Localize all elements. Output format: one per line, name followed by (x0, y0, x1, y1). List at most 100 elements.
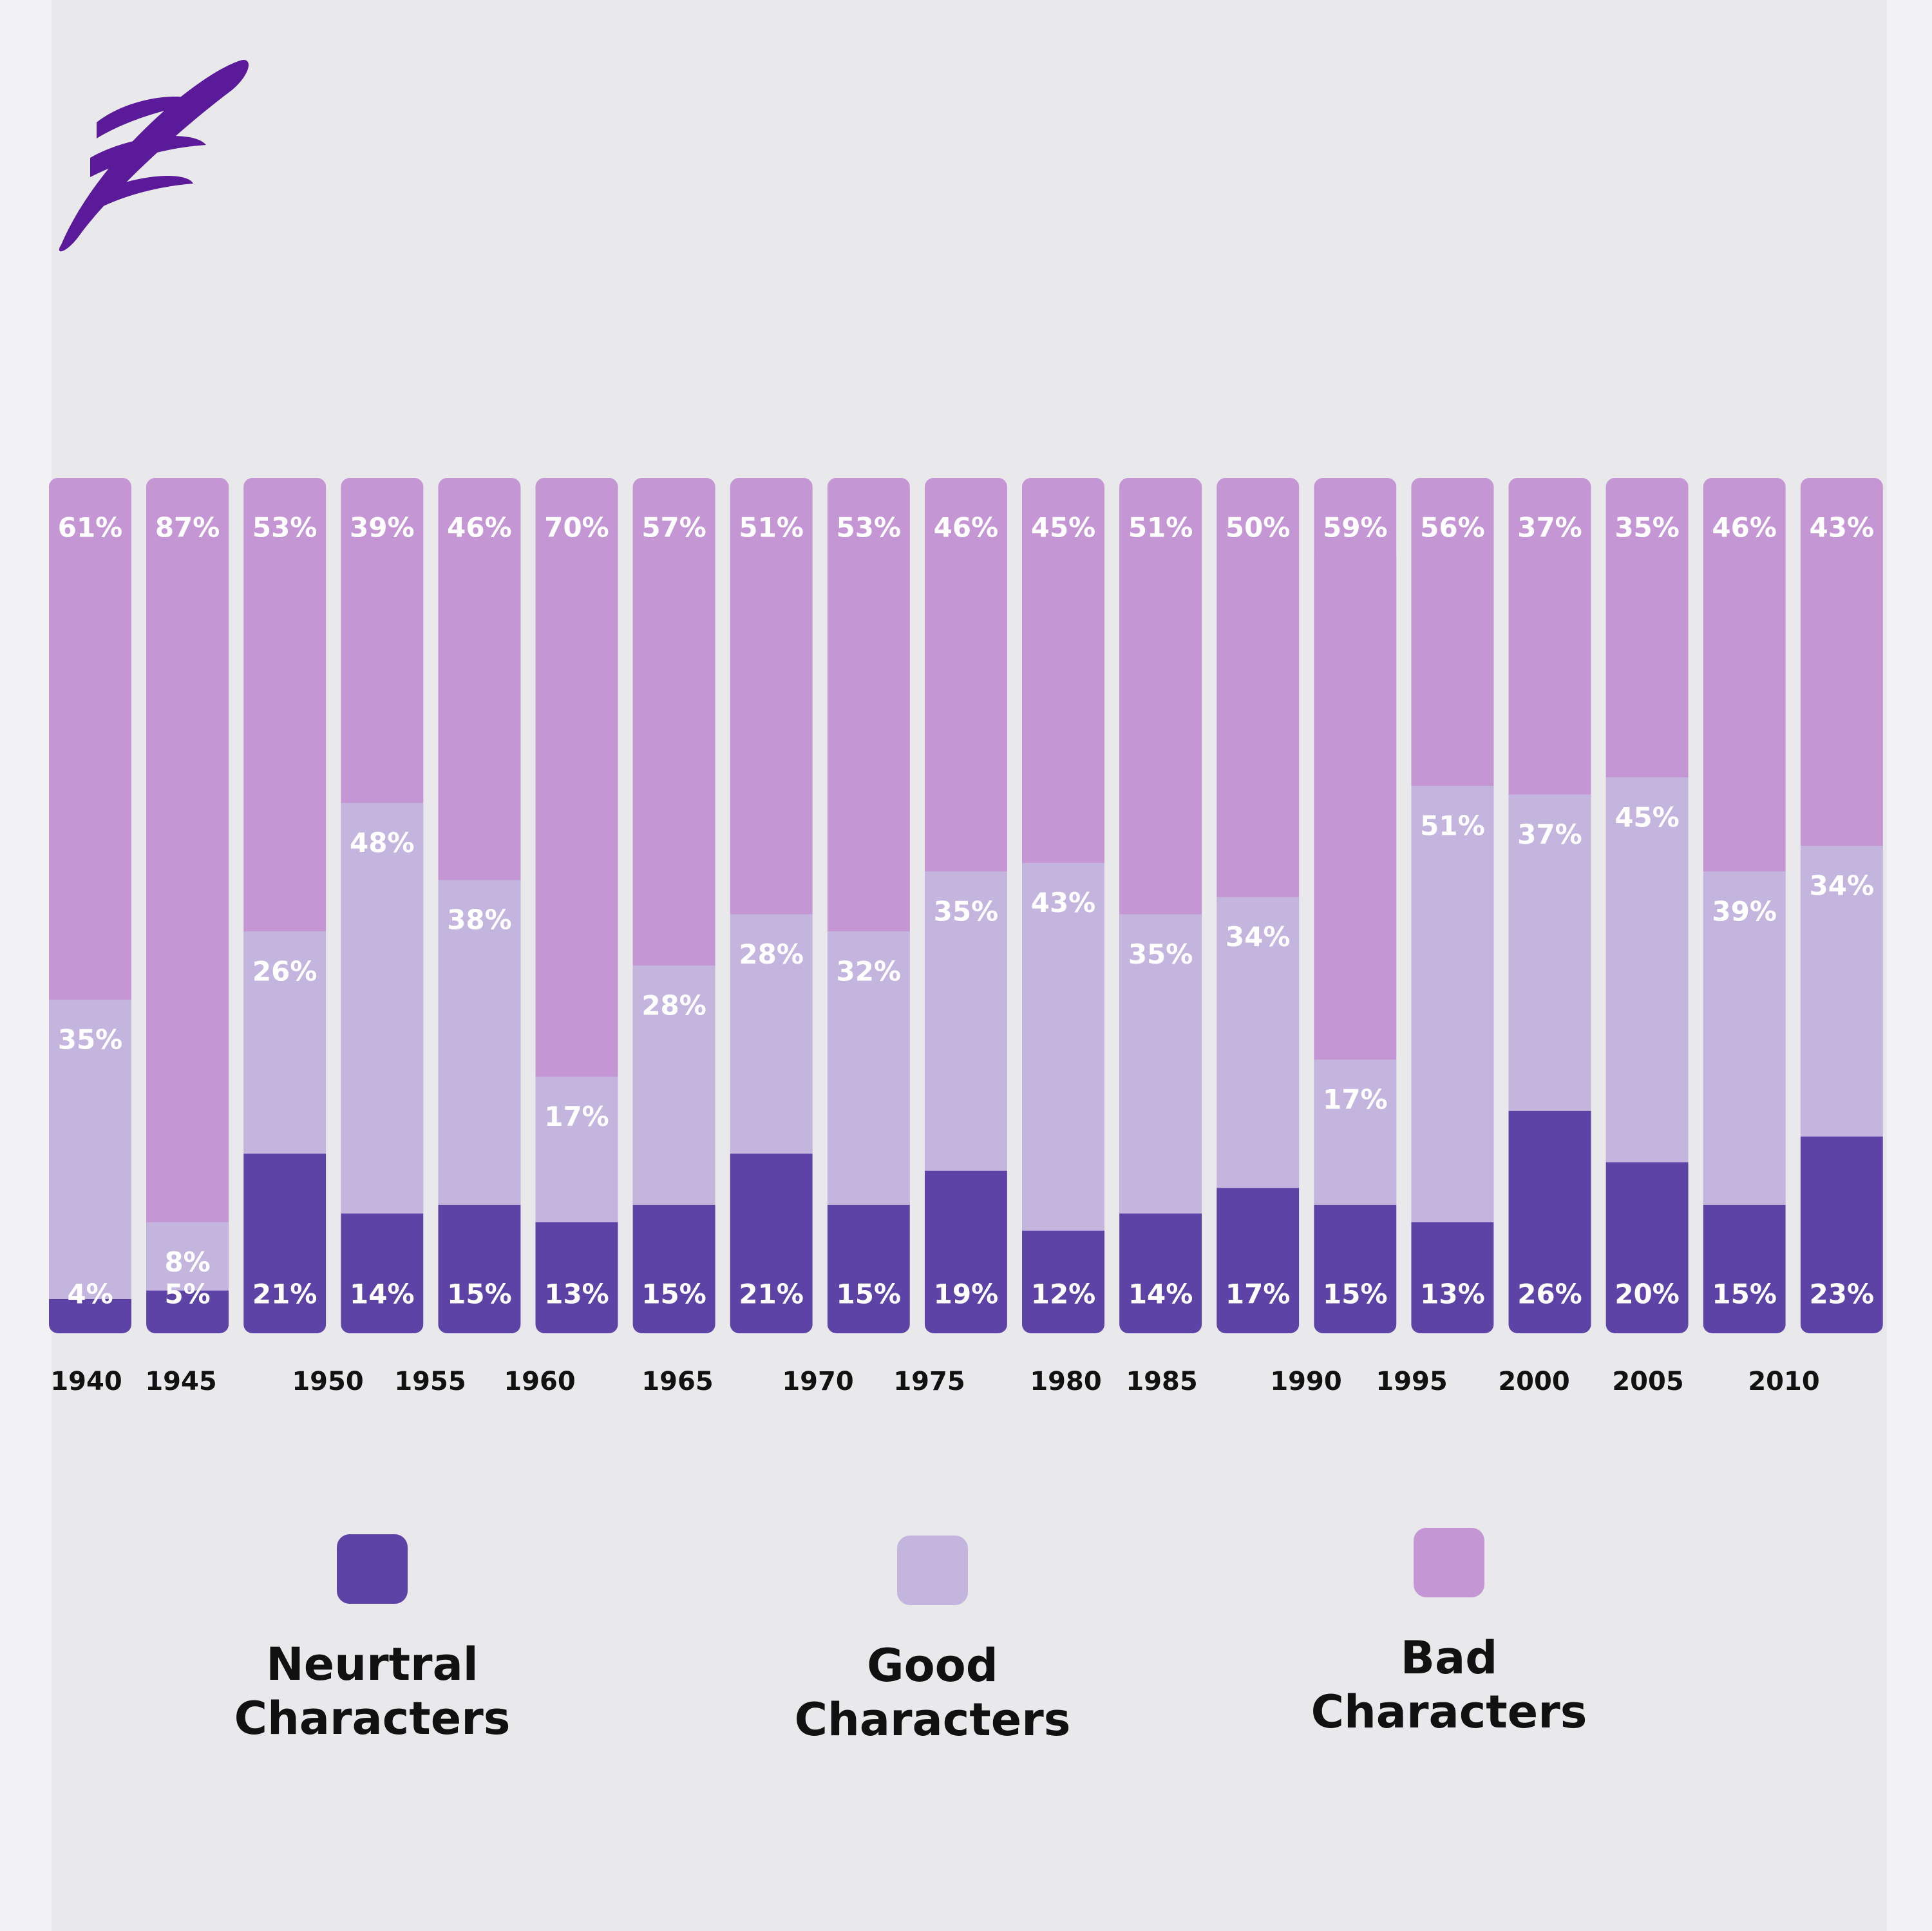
value-label: 39% (350, 512, 415, 544)
bar-segment (49, 1298, 131, 1333)
legend-label: Bad Characters (1311, 1631, 1587, 1738)
bar-segment (1411, 1222, 1494, 1333)
x-label: 1950 (292, 1367, 363, 1396)
value-label: 17% (1226, 1279, 1291, 1310)
bar-stack (49, 478, 131, 1333)
logo (59, 60, 249, 252)
bar-segment (1508, 478, 1591, 795)
x-label: 1965 (641, 1367, 713, 1396)
bar-segment (1508, 1110, 1591, 1333)
value-label: 43% (1810, 512, 1875, 544)
bar-stack (1217, 478, 1300, 1333)
value-label: 8% (164, 1246, 210, 1278)
bar-segment (438, 1204, 521, 1333)
x-label: 1975 (893, 1367, 965, 1396)
bar-segment (243, 931, 327, 1154)
bar-segment (1508, 794, 1591, 1111)
bar-segment (924, 1170, 1007, 1333)
legend-swatch (337, 1534, 408, 1604)
legend-swatch (1414, 1528, 1484, 1597)
value-label: 87% (155, 512, 220, 544)
value-label: 15% (447, 1279, 512, 1310)
bar-segment (1605, 777, 1689, 1163)
value-label: 45% (1031, 512, 1096, 544)
bar-segment (1800, 478, 1883, 846)
bar-stack (1508, 478, 1591, 1333)
bar-segment (827, 931, 910, 1205)
value-label: 50% (1226, 512, 1291, 544)
bar-stack (1022, 478, 1104, 1333)
value-label: 21% (252, 1279, 317, 1310)
bar-segment (1605, 478, 1689, 777)
x-label: 2005 (1612, 1367, 1683, 1396)
bar-segment (1217, 478, 1300, 897)
value-label: 21% (739, 1279, 804, 1310)
bar-segment (438, 486, 521, 880)
value-label: 17% (544, 1101, 609, 1132)
bar-stack (1411, 478, 1494, 1333)
bar-segment (243, 1154, 327, 1333)
bar-stack (438, 478, 521, 1333)
bar-stack (1605, 478, 1689, 1333)
bar-segment (1119, 914, 1202, 1214)
value-label: 26% (1517, 1279, 1582, 1310)
bar-stack (632, 478, 715, 1333)
bar-segment (1605, 1162, 1689, 1333)
value-label: 48% (350, 827, 415, 859)
value-label: 35% (934, 895, 999, 927)
value-label: 57% (641, 512, 706, 544)
bar-segment (535, 1222, 618, 1333)
value-label: 61% (58, 512, 123, 544)
value-label: 14% (350, 1279, 415, 1310)
x-label: 2000 (1498, 1367, 1569, 1396)
value-label: 35% (1128, 938, 1193, 970)
value-label: 32% (837, 955, 902, 987)
bar-stack (827, 478, 910, 1333)
x-label: 1940 (50, 1367, 122, 1396)
bar-segment (535, 1076, 618, 1222)
value-label: 23% (1810, 1279, 1875, 1310)
value-label: 34% (1226, 921, 1291, 953)
bar-segment (1022, 862, 1104, 1231)
bar-segment (730, 478, 813, 915)
bar-segment (632, 478, 715, 966)
value-label: 28% (641, 989, 706, 1021)
bar-segment (924, 478, 1007, 871)
bar-stack (341, 478, 424, 1333)
bar-stack (1703, 478, 1786, 1333)
bar-segment (632, 965, 715, 1205)
bar-segment (49, 478, 131, 1000)
value-label: 56% (1420, 512, 1485, 544)
bar-segment (341, 1213, 424, 1333)
bar-segment (1022, 1230, 1104, 1333)
value-label: 37% (1517, 512, 1582, 544)
bar-segment (146, 1290, 229, 1333)
value-label: 43% (1031, 887, 1096, 918)
legend-swatch (897, 1536, 968, 1605)
bar-segment (1022, 478, 1104, 863)
value-label: 17% (1323, 1084, 1388, 1116)
value-label: 13% (544, 1279, 609, 1310)
bar-segment (1703, 1204, 1786, 1333)
bar-stack (1800, 478, 1883, 1333)
value-label: 51% (739, 512, 804, 544)
bar-segment (730, 1154, 813, 1333)
value-label: 53% (252, 512, 317, 544)
value-label: 59% (1323, 512, 1388, 544)
bar-segment (827, 1204, 910, 1333)
bar-segment (1119, 1213, 1202, 1333)
bar-stack (730, 478, 813, 1333)
value-label: 15% (641, 1279, 706, 1310)
bar-segment (243, 478, 327, 931)
value-label: 20% (1615, 1279, 1680, 1310)
x-label: 2010 (1748, 1367, 1819, 1396)
x-label: 1960 (504, 1367, 575, 1396)
bar-stack (146, 478, 229, 1333)
bar-segment (1314, 1204, 1397, 1333)
value-label: 28% (739, 938, 804, 970)
bar-segment (827, 478, 910, 931)
bar-segment (1411, 786, 1494, 1222)
value-label: 35% (1615, 512, 1680, 544)
bar-segment (1800, 1136, 1883, 1333)
value-label: 14% (1128, 1279, 1193, 1310)
